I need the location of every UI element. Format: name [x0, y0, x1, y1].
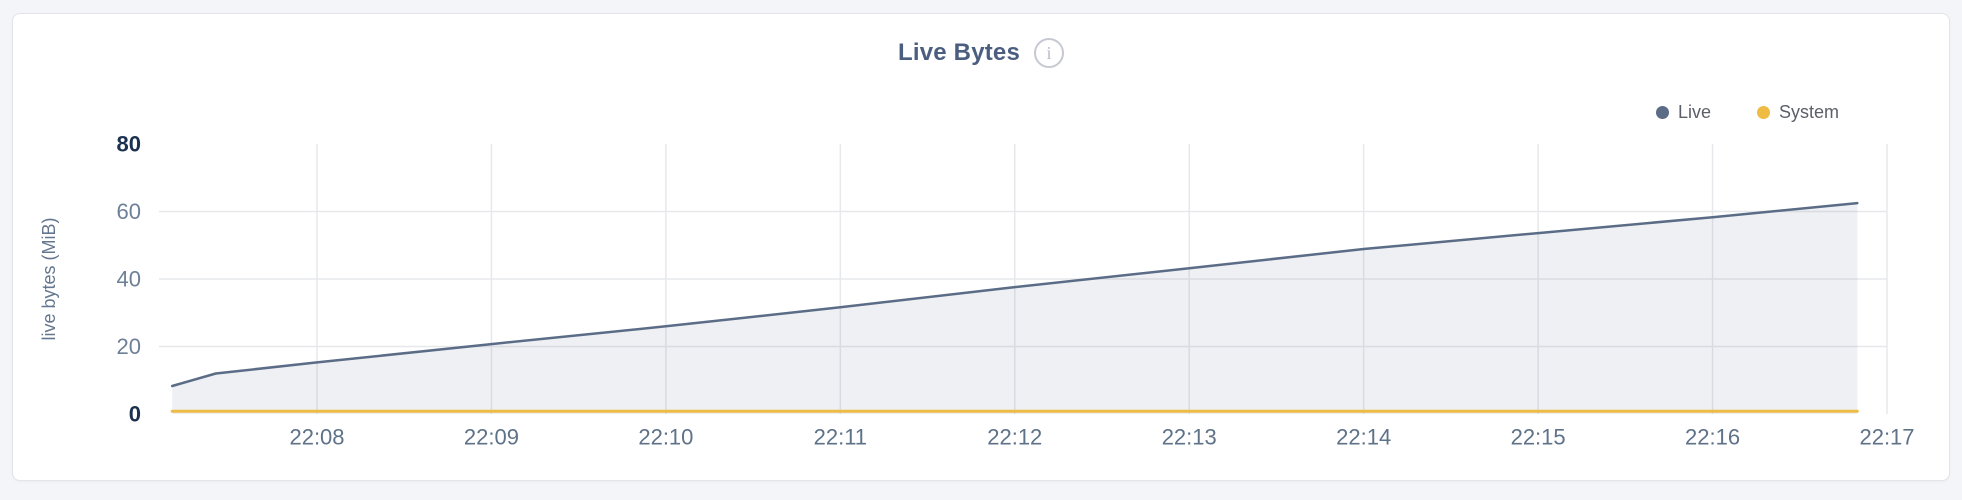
y-tick-label: 60 — [117, 199, 141, 224]
x-tick-label: 22:13 — [1162, 425, 1217, 450]
y-tick-label: 0 — [129, 402, 141, 427]
y-tick-label: 80 — [117, 132, 141, 157]
x-tick-label: 22:14 — [1336, 425, 1391, 450]
x-tick-label: 22:17 — [1859, 425, 1914, 450]
legend: Live System — [1655, 102, 1839, 123]
legend-dot-live — [1655, 106, 1669, 119]
y-tick-label: 40 — [117, 267, 141, 292]
chart-title: Live Bytes — [897, 39, 1021, 66]
legend-label: System — [1778, 102, 1839, 122]
chart-header: Live Bytes i Live System — [13, 14, 1949, 122]
live-bytes-chart[interactable]: 22:08 22:09 22:10 22:11 22:12 22:13 22:14 22:15… — [13, 97, 1951, 461]
series-area-live — [172, 203, 1858, 414]
x-tick-label: 22:15 — [1511, 425, 1566, 450]
x-tick-label: 22:09 — [464, 425, 519, 450]
info-icon[interactable]: i — [1034, 38, 1065, 68]
x-tick-label: 22:16 — [1685, 425, 1740, 450]
chart-card: Live Bytes i Live System 22:08 22:09 22:10 2… — [12, 13, 1950, 481]
chart-area[interactable]: 22:08 22:09 22:10 22:11 22:12 22:13 22:14 22:15… — [13, 97, 1951, 461]
legend-item-live[interactable]: Live — [1655, 102, 1711, 123]
x-tick-label: 22:10 — [638, 425, 693, 450]
y-tick-label: 20 — [117, 334, 141, 359]
x-tick-label: 22:11 — [814, 425, 867, 450]
x-tick-label: 22:12 — [987, 425, 1042, 450]
y-axis-title: live bytes (MiB) — [39, 217, 59, 340]
title-row: Live Bytes i — [13, 14, 1949, 68]
legend-dot-system — [1756, 106, 1770, 119]
series-line-live — [170, 201, 1859, 388]
legend-label: Live — [1677, 102, 1711, 122]
x-tick-label: 22:08 — [289, 425, 344, 450]
legend-item-system[interactable]: System — [1756, 102, 1839, 123]
